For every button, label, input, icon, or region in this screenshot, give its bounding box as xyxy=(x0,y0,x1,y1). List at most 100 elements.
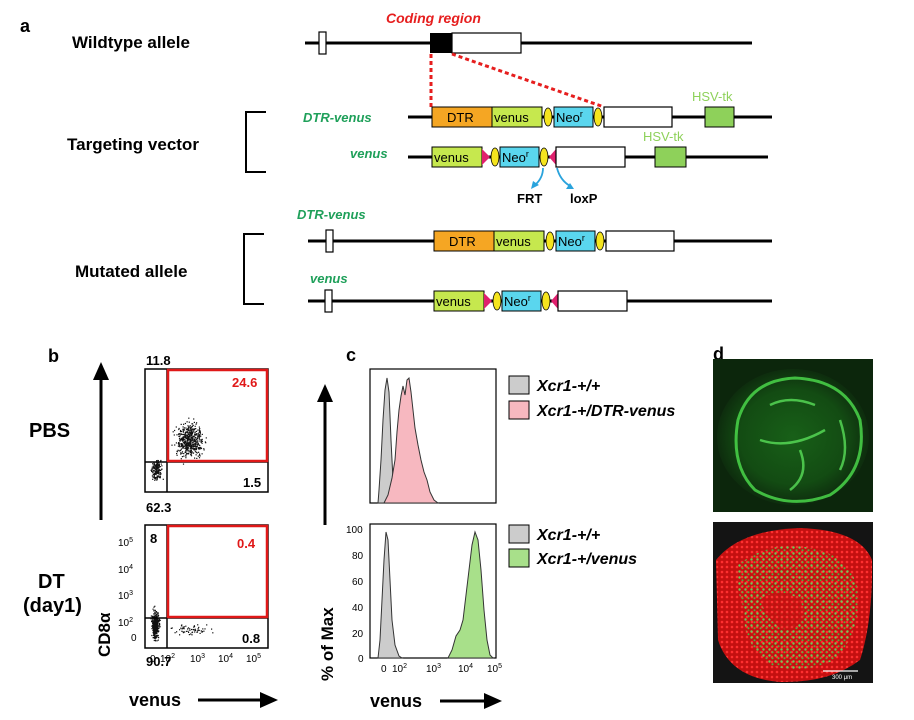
hist-bottom-venus-curve xyxy=(447,530,495,659)
percent-arrowhead xyxy=(317,384,333,402)
scatter-dot xyxy=(155,626,157,628)
scatter-dot xyxy=(178,435,180,437)
scatter-dot xyxy=(199,440,201,442)
scatter-dot xyxy=(188,433,190,435)
scatter-dot xyxy=(162,478,164,480)
scatter-dot xyxy=(154,616,156,618)
scatter-dot xyxy=(201,453,203,455)
scatter-dot xyxy=(155,621,157,623)
frt-site xyxy=(593,107,603,127)
scatter-dot xyxy=(181,443,183,445)
scatter-dot xyxy=(183,442,185,444)
scatter-dot xyxy=(153,615,155,617)
scatter-dot xyxy=(197,444,199,446)
scatter-dot xyxy=(185,449,187,451)
scatter-dot xyxy=(152,472,154,474)
scatter-dot xyxy=(200,447,203,450)
scatter-dot xyxy=(199,455,201,457)
loxp-site xyxy=(551,293,558,309)
scatter-dot xyxy=(181,444,183,446)
scatter-dot xyxy=(153,465,155,467)
scatter-dot xyxy=(190,447,192,449)
scatter-dot xyxy=(155,635,157,637)
scatter-dot xyxy=(193,448,195,450)
scatter-dot xyxy=(194,439,196,441)
scatter-dot xyxy=(156,627,158,629)
scatter-dot xyxy=(186,447,188,449)
scatter-dot xyxy=(155,472,157,474)
scatter-dot xyxy=(174,632,176,634)
scatter-dot xyxy=(188,450,190,452)
scatter-dot xyxy=(198,457,201,459)
scatter-dot xyxy=(191,628,193,631)
scatter-dot xyxy=(195,434,197,436)
scatter-dot xyxy=(190,453,192,455)
scatter-dot xyxy=(185,447,187,449)
scatter-dot xyxy=(191,444,193,446)
scatter-dot xyxy=(156,626,158,629)
scatter-dot xyxy=(152,637,154,639)
scatter-dot xyxy=(187,439,189,441)
scatter-dot xyxy=(157,639,159,641)
scatter-dot xyxy=(153,636,156,638)
scatter-dot xyxy=(190,450,192,452)
scatter-dot xyxy=(186,421,188,423)
scatter-dot xyxy=(195,437,197,439)
scatter-dot xyxy=(193,429,195,431)
scatter-dot xyxy=(192,424,194,427)
scatter-dot xyxy=(182,443,184,445)
scatter-dot xyxy=(183,423,185,425)
scatter-dot xyxy=(156,611,158,613)
loxp-arrow xyxy=(556,167,571,187)
scatter-dot xyxy=(189,450,191,453)
scatter-dot xyxy=(182,626,184,628)
scatter-dot xyxy=(184,429,186,431)
scatter-dot xyxy=(156,476,158,478)
scatter-dot xyxy=(182,438,184,440)
venus-box-label: venus xyxy=(436,294,471,309)
scatter-dot xyxy=(189,452,191,454)
scatter-dot xyxy=(184,631,186,633)
venus-box-label: venus xyxy=(434,150,469,165)
scatter-dot xyxy=(181,433,183,436)
scatter-dot xyxy=(179,634,181,636)
scatter-dot xyxy=(180,450,182,452)
x-tick-label: 104 xyxy=(218,653,233,665)
scatter-dot xyxy=(198,437,201,439)
scatter-dot xyxy=(199,432,201,434)
targeting-vector-label: Targeting vector xyxy=(67,135,199,154)
x-tick-label: 104 xyxy=(458,663,473,675)
scatter-dot xyxy=(194,436,196,438)
scatter-dot xyxy=(151,634,153,637)
scatter-dot xyxy=(193,428,195,430)
neo-box-label: Neor xyxy=(556,109,583,125)
scatter-dot xyxy=(187,435,189,437)
dt-label: DT xyxy=(38,571,65,593)
scatter-dot xyxy=(199,439,201,441)
scatter-dot xyxy=(195,423,197,425)
scatter-dot xyxy=(184,451,186,454)
scatter-dot xyxy=(152,626,154,628)
scatter-dot xyxy=(152,476,154,478)
scatter-dot xyxy=(191,439,193,441)
venus-arrowhead-c xyxy=(484,693,502,709)
scatter-dot xyxy=(156,466,158,468)
scatter-dot xyxy=(187,439,190,441)
scatter-dot xyxy=(180,423,182,425)
frt-site xyxy=(543,107,553,127)
scatter-dot xyxy=(156,613,158,615)
scatter-dot xyxy=(153,472,155,474)
scatter-dot xyxy=(191,442,193,444)
scatter-dot xyxy=(181,452,183,454)
y-tick-label: 60 xyxy=(352,577,364,588)
scatter-dot xyxy=(157,466,160,468)
scatter-dot xyxy=(185,450,187,452)
scatter-dot xyxy=(154,624,156,626)
scatter-dot xyxy=(200,435,202,437)
scatter-dot xyxy=(181,630,183,632)
scatter-dot xyxy=(153,633,155,635)
scatter-dot xyxy=(183,455,185,457)
hsv-tk-box xyxy=(704,106,735,128)
scatter-dot xyxy=(154,612,156,614)
scatter-dot xyxy=(182,627,184,629)
